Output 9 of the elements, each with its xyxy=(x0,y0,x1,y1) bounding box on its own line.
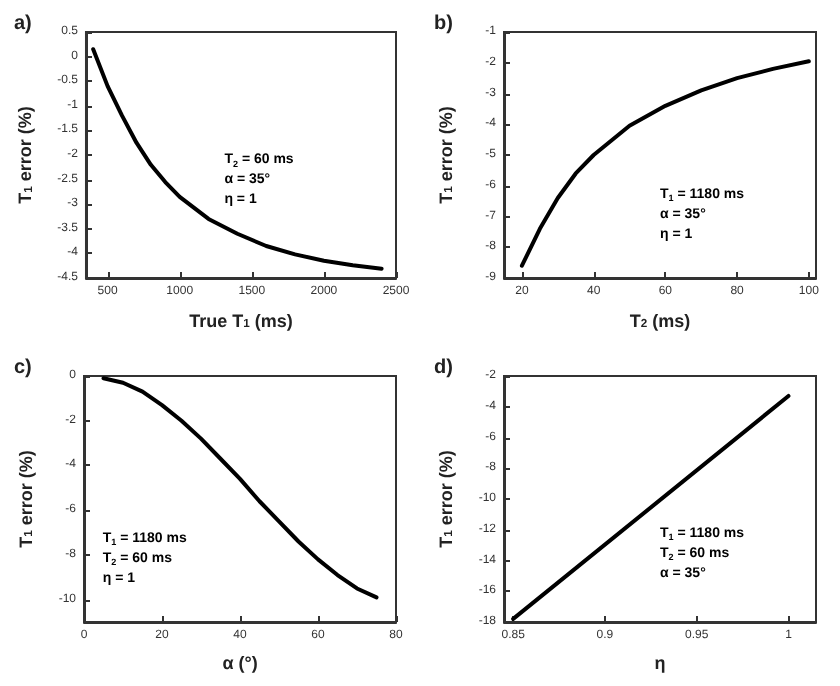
line-series xyxy=(101,375,379,599)
chart-title: b) xyxy=(434,13,453,35)
chart-title: d) xyxy=(434,356,453,378)
chart-title: c) xyxy=(14,356,32,378)
line-series xyxy=(519,59,811,268)
x-axis-title: η xyxy=(654,652,666,672)
chart-title: a) xyxy=(14,13,32,35)
x-axis-title: α (°) xyxy=(222,652,258,672)
line-series xyxy=(91,47,384,271)
